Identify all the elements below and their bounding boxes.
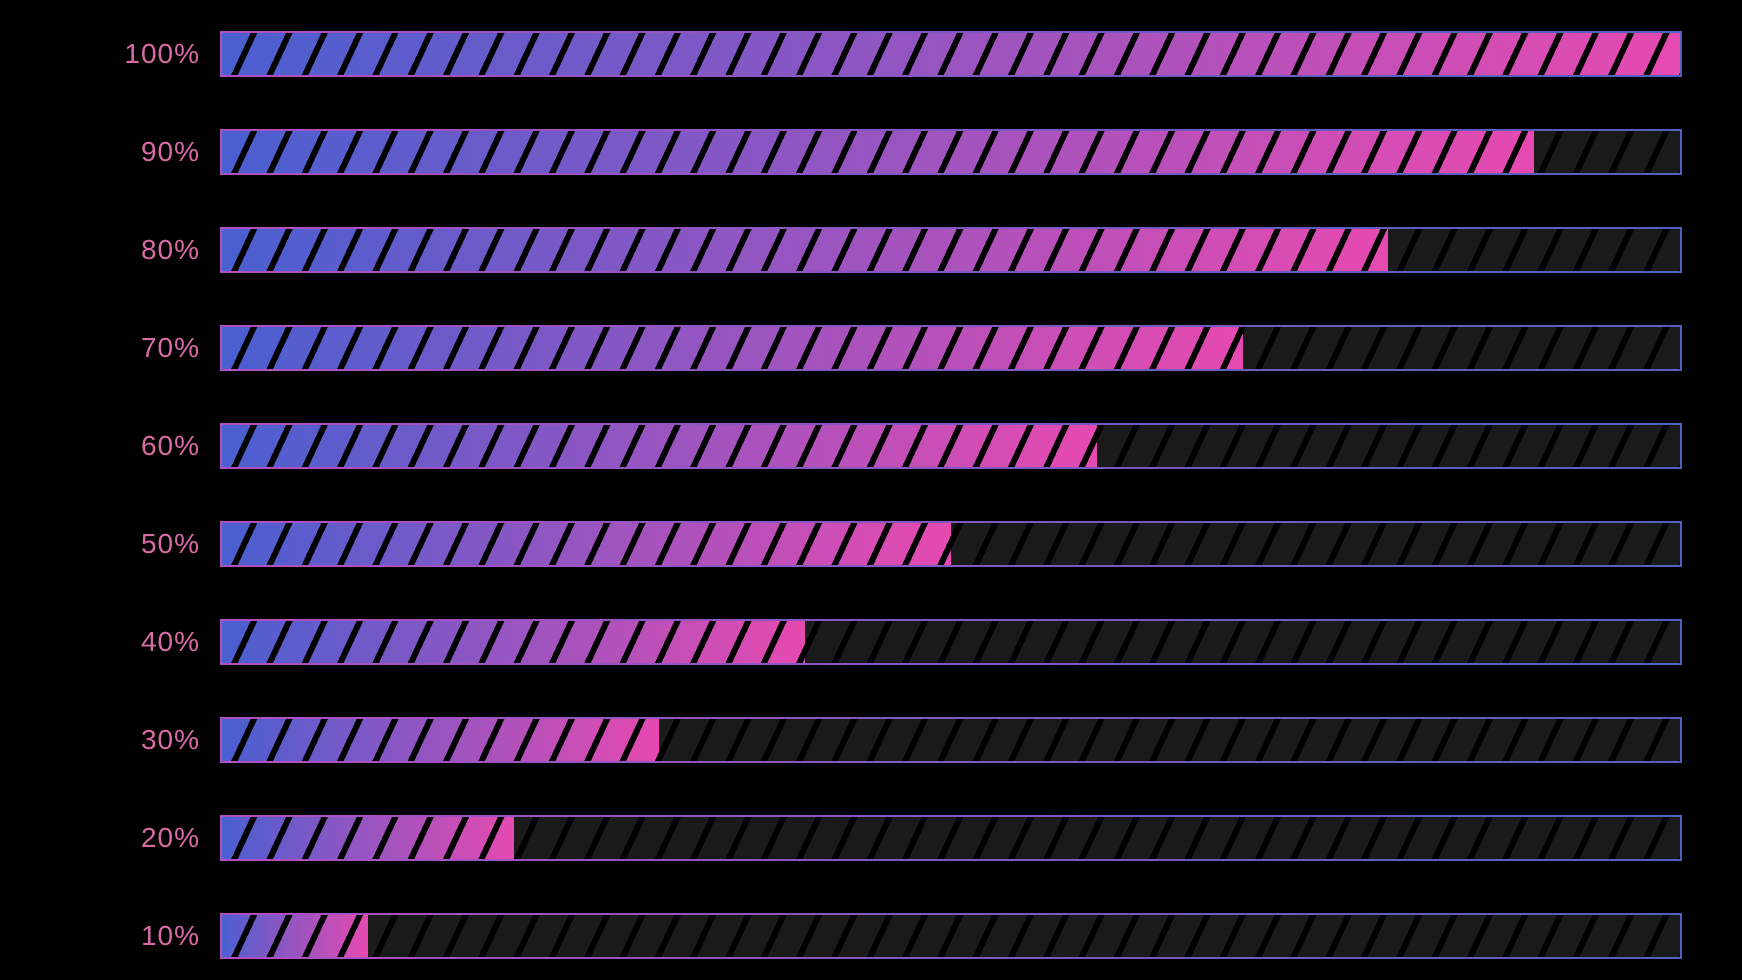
progress-label: 30% (0, 724, 220, 756)
progress-bar (220, 423, 1682, 469)
progress-bar (220, 31, 1682, 77)
progress-fill (222, 817, 514, 859)
progress-fill (222, 915, 368, 957)
progress-label: 50% (0, 528, 220, 560)
progress-bar (220, 913, 1682, 959)
progress-fill (222, 425, 1097, 467)
progress-label: 80% (0, 234, 220, 266)
progress-row: 80% (0, 226, 1682, 274)
progress-bar (220, 717, 1682, 763)
progress-row: 50% (0, 520, 1682, 568)
progress-bar (220, 129, 1682, 175)
progress-row: 20% (0, 814, 1682, 862)
progress-row: 60% (0, 422, 1682, 470)
progress-row: 10% (0, 912, 1682, 960)
progress-label: 10% (0, 920, 220, 952)
progress-fill (222, 229, 1388, 271)
progress-bar (220, 325, 1682, 371)
progress-bars-panel: 100% 90% 80% 70% 60% 50% (0, 30, 1742, 960)
progress-label: 90% (0, 136, 220, 168)
progress-label: 20% (0, 822, 220, 854)
progress-fill (222, 523, 951, 565)
progress-row: 30% (0, 716, 1682, 764)
progress-track (222, 915, 1680, 957)
progress-fill (222, 131, 1534, 173)
progress-label: 60% (0, 430, 220, 462)
progress-label: 40% (0, 626, 220, 658)
progress-label: 70% (0, 332, 220, 364)
progress-row: 40% (0, 618, 1682, 666)
progress-bar (220, 521, 1682, 567)
progress-label: 100% (0, 38, 220, 70)
progress-bar (220, 227, 1682, 273)
progress-fill (222, 621, 805, 663)
progress-row: 90% (0, 128, 1682, 176)
progress-fill (222, 719, 659, 761)
progress-row: 70% (0, 324, 1682, 372)
progress-fill (222, 327, 1243, 369)
progress-bar (220, 815, 1682, 861)
progress-fill (222, 33, 1680, 75)
progress-row: 100% (0, 30, 1682, 78)
progress-bar (220, 619, 1682, 665)
